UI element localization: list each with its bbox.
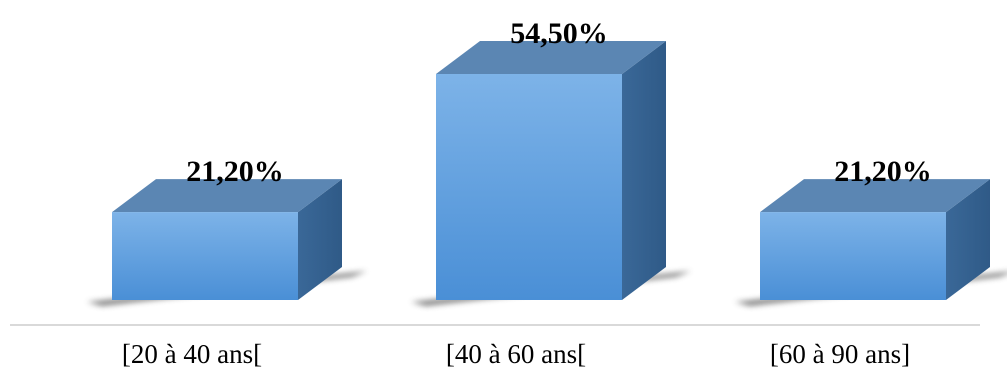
bar xyxy=(760,179,990,300)
bar-side-face xyxy=(622,41,666,300)
x-tick-label: [40 à 60 ans[ xyxy=(446,339,586,369)
bars xyxy=(112,41,990,300)
x-axis-tick-labels: [20 à 40 ans[ [40 à 60 ans[ [60 à 90 ans] xyxy=(122,339,910,369)
value-labels: 21,20% 54,50% 21,20% xyxy=(186,17,932,188)
value-label: 21,20% xyxy=(186,155,284,188)
bar-front-face xyxy=(760,212,946,300)
bar-top-face xyxy=(436,41,666,74)
value-label: 21,20% xyxy=(834,155,932,188)
bar xyxy=(112,179,342,300)
x-tick-label: [60 à 90 ans] xyxy=(770,339,910,369)
bar-front-face xyxy=(112,212,298,300)
bar-top-face xyxy=(112,179,342,213)
bar xyxy=(436,41,666,300)
bar-side-face xyxy=(946,179,990,300)
bar-top-face xyxy=(760,179,990,213)
x-tick-label: [20 à 40 ans[ xyxy=(122,339,262,369)
value-label: 54,50% xyxy=(510,17,608,50)
bar-side-face xyxy=(298,179,342,300)
bar-front-face xyxy=(436,74,622,300)
